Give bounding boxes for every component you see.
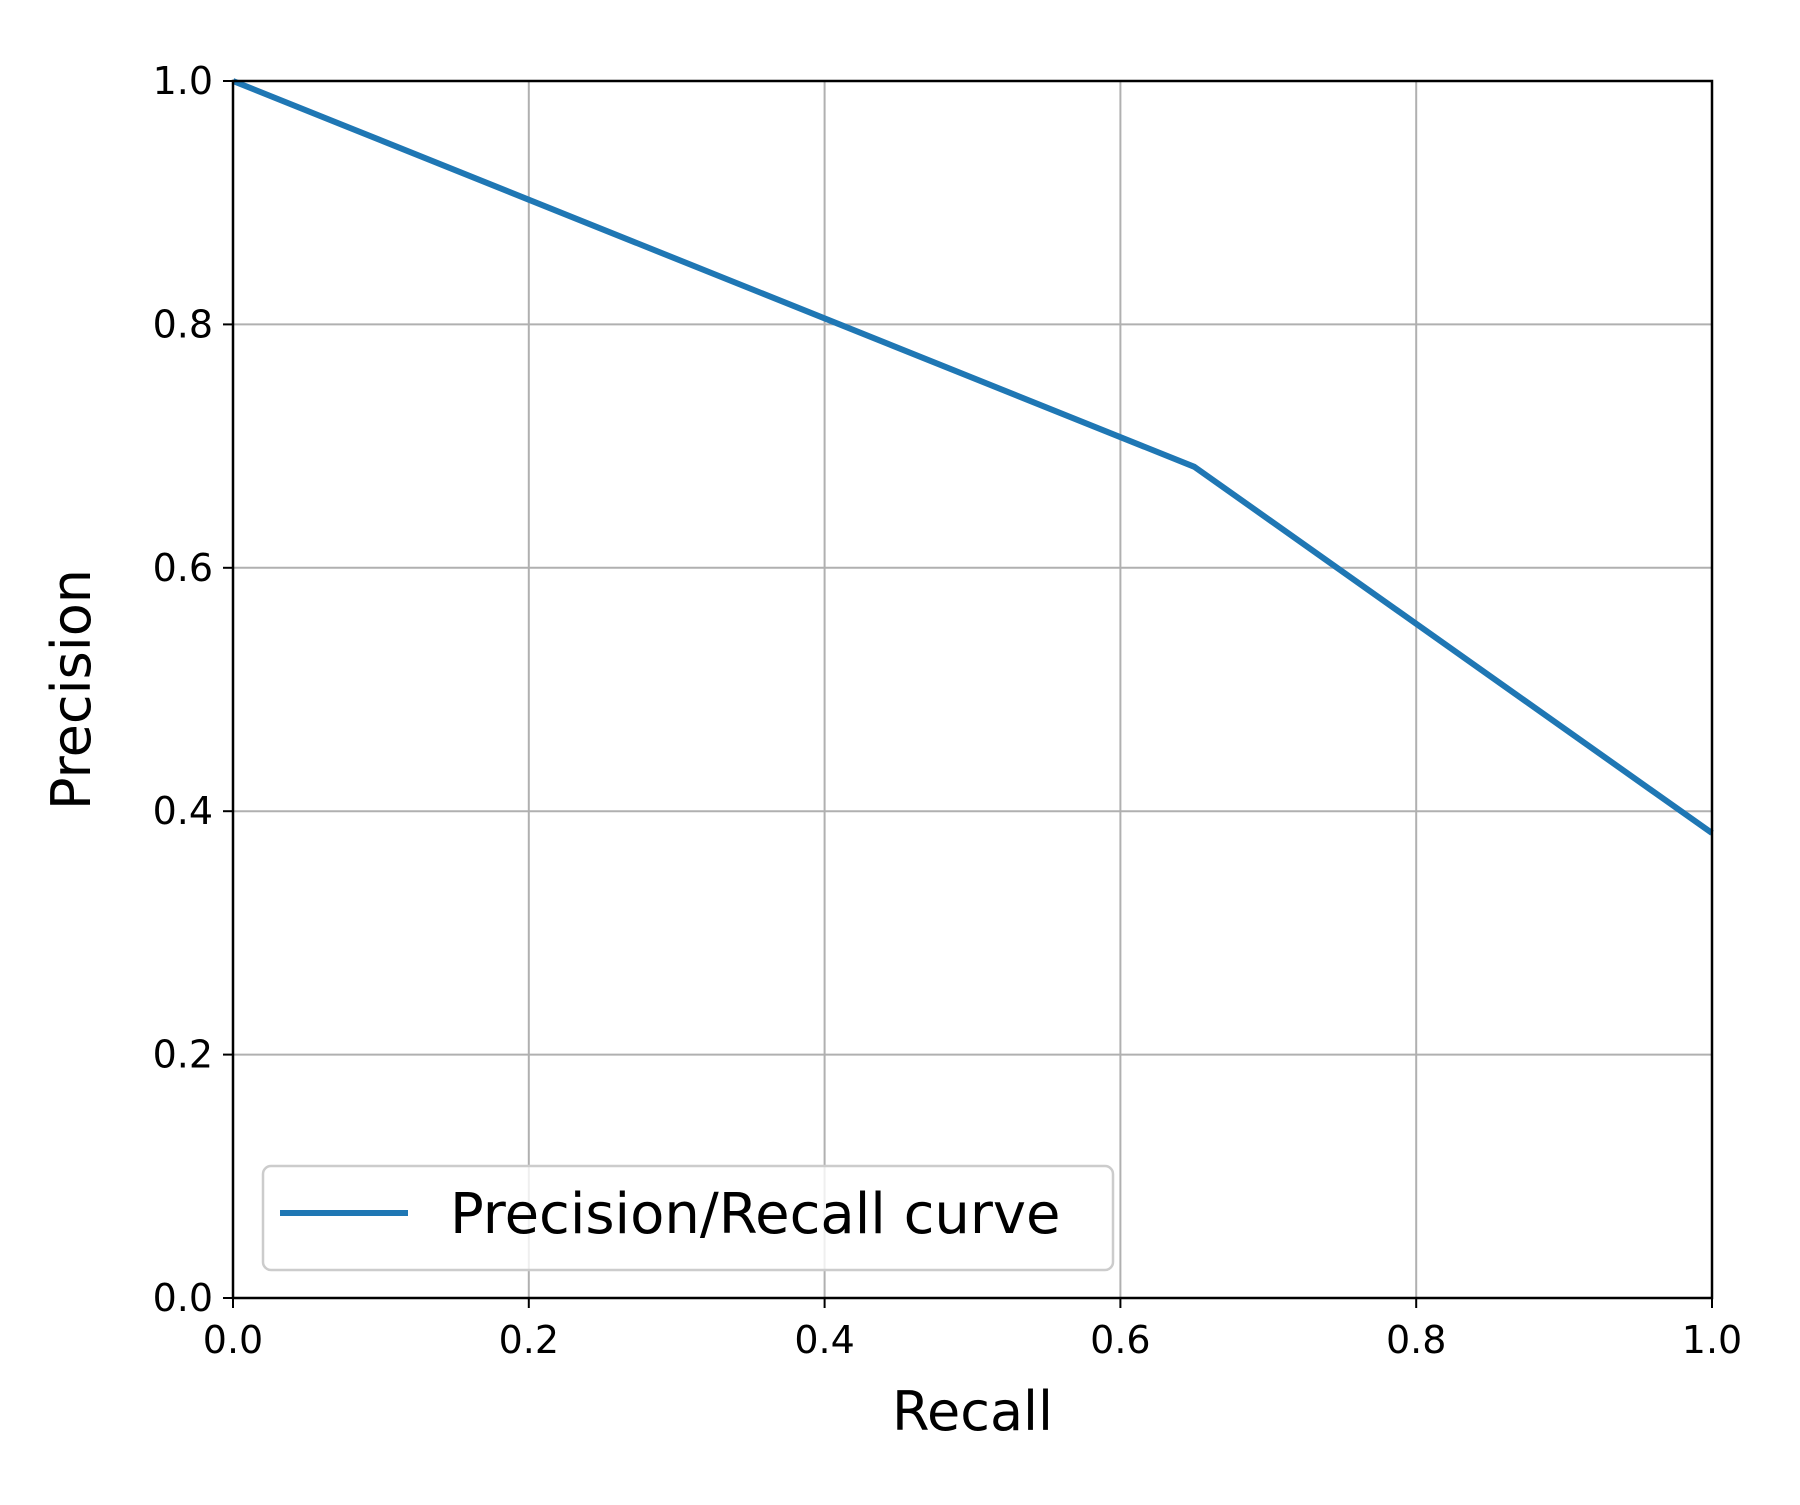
- x-tick-label: 0.2: [499, 1318, 559, 1362]
- y-tick-label: 0.6: [153, 546, 213, 590]
- x-axis-label: Recall: [892, 1380, 1053, 1443]
- legend-box: [261, 1164, 1115, 1272]
- x-tick-label: 0.8: [1386, 1318, 1446, 1362]
- y-axis-label: Precision: [40, 569, 103, 810]
- ticks: 0.0 0.2 0.4 0.6 0.8 1.0 0.0 0.2 0.4 0.6 0.8 1.0: [153, 59, 1743, 1362]
- y-tick-label: 0.0: [153, 1276, 213, 1320]
- y-tick-label: 0.4: [153, 789, 213, 833]
- y-tick-label: 0.8: [153, 302, 213, 346]
- series-line-0: [231, 78, 1714, 836]
- x-tick-label: 0.0: [203, 1318, 263, 1362]
- x-tick-label: 1.0: [1682, 1318, 1742, 1362]
- series-layer: [231, 78, 1714, 836]
- x-tick-label: 0.4: [794, 1318, 854, 1362]
- legend: Precision/Recall curve: [261, 1164, 1115, 1272]
- y-tick-label: 1.0: [153, 59, 213, 103]
- legend-label: Precision/Recall curve: [450, 1182, 1061, 1247]
- y-tick-label: 0.2: [153, 1033, 213, 1077]
- x-tick-label: 0.6: [1090, 1318, 1150, 1362]
- plot-frame: [231, 79, 1714, 1300]
